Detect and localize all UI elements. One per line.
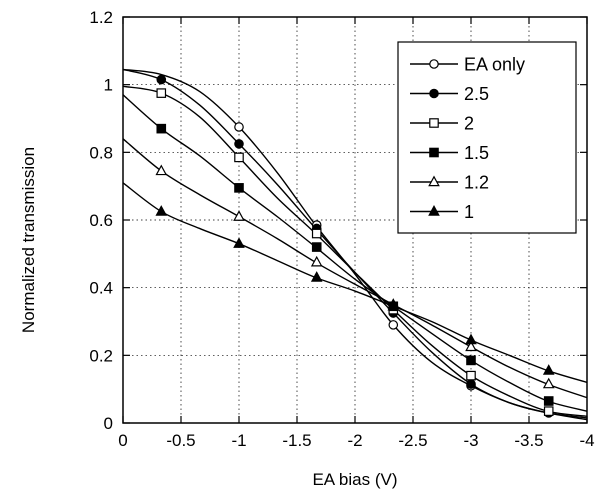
x-tick-label: -2 — [347, 431, 362, 450]
legend-item: EA only — [410, 55, 525, 75]
data-point — [310, 271, 323, 282]
y-tick-label: 0.8 — [89, 143, 113, 162]
data-point — [388, 320, 399, 330]
data-point — [311, 228, 322, 239]
legend-label: 1.5 — [464, 143, 489, 163]
data-point — [156, 74, 167, 85]
y-tick-label: 0.6 — [89, 211, 113, 230]
series-line-4 — [122, 138, 588, 399]
x-tick-label: -3.5 — [514, 431, 543, 450]
x-tick-label: -0.5 — [166, 431, 195, 450]
data-point — [233, 237, 245, 248]
data-point — [234, 122, 244, 132]
axis-ticks: 0 -0.5 -1 -1.5 -2 -2.5 -3 -3.5 -4 0 0.2 0.4 0.6 0.8 1 1… — [89, 8, 594, 450]
y-tick-label: 0 — [104, 414, 113, 433]
data-point — [465, 340, 477, 352]
legend-marker — [428, 175, 440, 187]
data-point — [465, 333, 477, 345]
data-point — [543, 406, 554, 416]
legend-marker — [429, 118, 439, 128]
data-point — [543, 396, 554, 406]
data-point — [155, 205, 168, 216]
x-tick-label: -3 — [463, 431, 478, 450]
legend-item: 1.5 — [410, 143, 489, 163]
y-tick-label: 0.4 — [89, 279, 113, 298]
legend-item: 2.5 — [410, 84, 489, 104]
x-tick-label: 0 — [118, 431, 127, 450]
legend-label: 2.5 — [464, 84, 489, 104]
legend-label: 1.2 — [464, 173, 489, 193]
legend-label: 2 — [464, 114, 474, 134]
data-point — [156, 88, 167, 98]
legend-item: 1 — [410, 202, 474, 222]
data-point — [542, 364, 555, 375]
y-tick-label: 1 — [104, 76, 113, 95]
series-line-3 — [122, 94, 588, 412]
legend: EA only 2.5 2 1.5 1.2 1 — [397, 41, 577, 234]
legend-marker — [429, 88, 439, 99]
data-point — [466, 379, 476, 389]
series-line-2 — [122, 85, 588, 417]
data-point — [311, 242, 322, 252]
data-point — [234, 183, 244, 193]
data-point — [234, 139, 244, 149]
x-tick-label: -4 — [579, 431, 594, 450]
legend-item: 2 — [410, 114, 474, 134]
data-point — [387, 299, 400, 311]
data-point — [233, 210, 245, 221]
series-line-5 — [122, 182, 588, 384]
y-tick-label: 1.2 — [89, 8, 113, 27]
data-point — [156, 123, 167, 134]
legend-label: EA only — [464, 55, 525, 75]
data-point — [542, 377, 555, 389]
data-point — [310, 255, 323, 267]
data-point — [466, 355, 476, 366]
legend-item: 1.2 — [410, 173, 489, 193]
series-markers — [155, 74, 555, 418]
legend-marker — [429, 59, 439, 69]
data-point — [234, 152, 244, 163]
legend-box — [397, 41, 577, 234]
y-tick-label: 0.2 — [89, 346, 113, 365]
y-axis-label: Normalized transmission — [19, 147, 38, 333]
legend-marker — [429, 147, 439, 158]
legend-label: 1 — [464, 202, 474, 222]
x-axis-label: EA bias (V) — [312, 470, 397, 489]
x-tick-label: -1 — [231, 431, 246, 450]
x-tick-label: -2.5 — [398, 431, 427, 450]
data-point — [155, 164, 168, 176]
series-curves — [122, 68, 588, 421]
data-point — [466, 370, 476, 381]
legend-marker — [428, 205, 440, 216]
x-tick-label: -1.5 — [282, 431, 311, 450]
